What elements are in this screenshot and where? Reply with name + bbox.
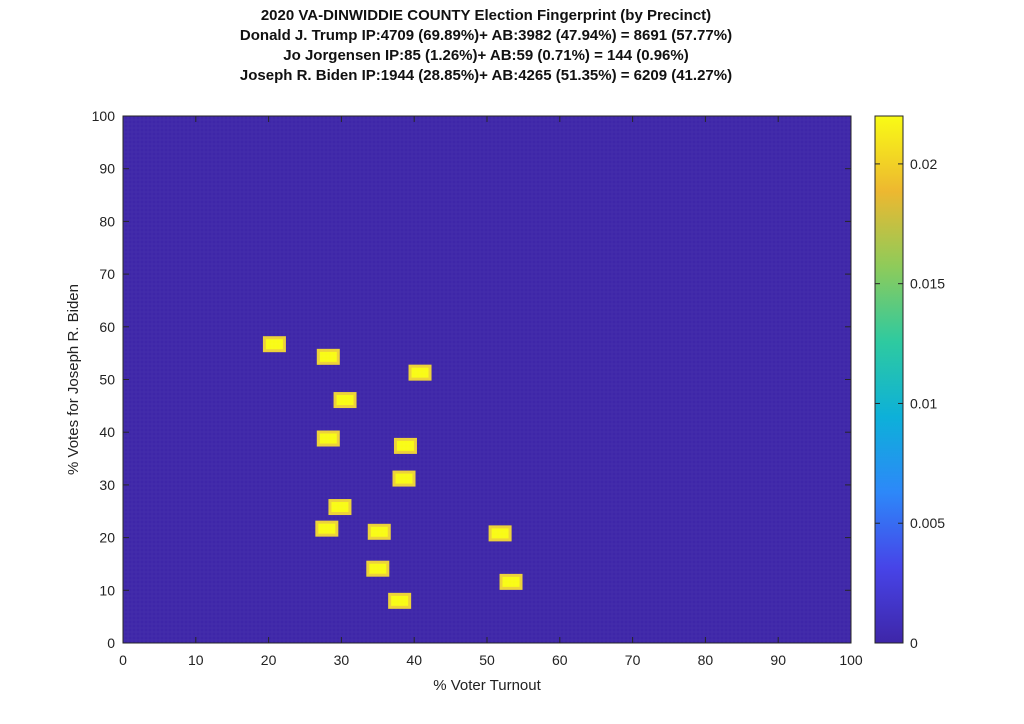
x-tick-label: 10 — [188, 652, 204, 668]
x-axis: 0 10 20 30 40 50 60 70 80 90 100 — [119, 116, 863, 668]
y-tick-label: 10 — [99, 582, 115, 598]
colorbar-frame — [874, 115, 904, 644]
title-line-2: Donald J. Trump IP:4709 (69.89%)+ AB:398… — [239, 27, 733, 44]
precinct-cell — [367, 523, 391, 540]
x-tick-label: 0 — [119, 652, 127, 668]
y-axis-label: % Votes for Joseph R. Biden — [65, 284, 82, 475]
colorbar-gradient — [875, 116, 903, 643]
y-tick-label: 40 — [99, 424, 115, 440]
x-tick-label: 40 — [406, 652, 422, 668]
colorbar-tick-label: 0 — [910, 635, 918, 651]
y-tick-label: 30 — [99, 477, 115, 493]
y-tick-label: 50 — [99, 372, 115, 388]
colorbar-tick-label: 0.01 — [910, 395, 937, 411]
x-tick-label: 50 — [479, 652, 495, 668]
precinct-cell — [333, 392, 357, 409]
precinct-cell — [488, 525, 512, 542]
precinct-cell — [366, 560, 390, 577]
y-tick-label: 60 — [99, 319, 115, 335]
x-tick-label: 90 — [770, 652, 786, 668]
chart-title: 2020 VA-DINWIDDIE COUNTY Election Finger… — [0, 6, 972, 86]
precinct-cell — [499, 573, 523, 590]
plot-area — [122, 115, 852, 644]
y-tick-label: 80 — [99, 213, 115, 229]
precinct-cell — [328, 499, 352, 516]
x-tick-label: 30 — [334, 652, 350, 668]
precinct-cell — [392, 470, 416, 487]
title-line-4: Joseph R. Biden IP:1944 (28.85%)+ AB:426… — [239, 67, 733, 84]
colorbar-tick-label: 0.015 — [910, 276, 945, 292]
precinct-cell — [388, 592, 412, 609]
plot-texture — [123, 116, 851, 643]
y-tick-label: 0 — [107, 635, 115, 651]
precinct-cell — [408, 364, 432, 381]
y-tick-label: 100 — [92, 108, 116, 124]
y-tick-label: 20 — [99, 530, 115, 546]
precinct-cell — [393, 437, 417, 454]
x-tick-label: 20 — [261, 652, 277, 668]
x-tick-label: 70 — [625, 652, 641, 668]
precinct-cell — [262, 336, 286, 353]
colorbar: 0 0.005 0.01 0.015 0.02 — [874, 115, 945, 651]
x-tick-label: 80 — [698, 652, 714, 668]
x-tick-label: 100 — [839, 652, 863, 668]
y-tick-label: 90 — [99, 161, 115, 177]
colorbar-tick-label: 0.005 — [910, 515, 945, 531]
title-line-1: 2020 VA-DINWIDDIE COUNTY Election Finger… — [260, 7, 712, 24]
y-axis: 0 10 20 30 40 50 60 70 80 90 100 — [92, 108, 851, 651]
precinct-cell — [316, 348, 340, 365]
title-line-3: Jo Jorgensen IP:85 (1.26%)+ AB:59 (0.71%… — [283, 47, 689, 64]
x-axis-label: % Voter Turnout — [433, 677, 541, 694]
colorbar-tick-label: 0.02 — [910, 156, 937, 172]
y-tick-label: 70 — [99, 266, 115, 282]
x-tick-label: 60 — [552, 652, 568, 668]
precinct-cell — [316, 430, 340, 447]
precinct-cell — [315, 520, 339, 537]
